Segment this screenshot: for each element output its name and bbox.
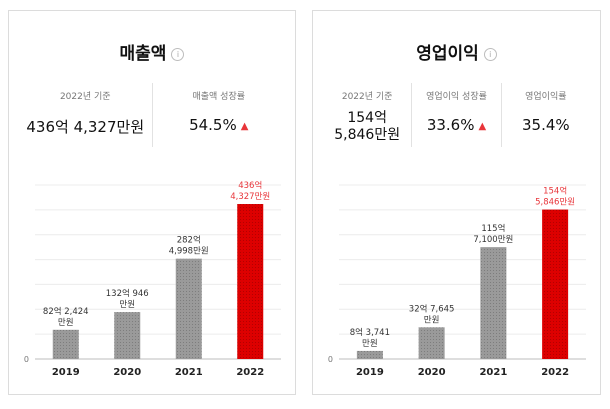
x-tick-label: 2019 — [356, 367, 384, 378]
y-tick-label: 0 — [24, 355, 29, 364]
stats-row: 2022년 기준 154억 5,846만원 영업이익 성장률 33.6% ▲ 영업… — [323, 83, 590, 147]
data-label: 만원 — [119, 300, 135, 310]
revenue-card: 매출액 i 2022년 기준 436억 4,327만원 매출액 성장률 54.5%… — [8, 10, 296, 395]
data-label: 132억 946 — [106, 288, 149, 299]
data-label: 5,846만원 — [535, 198, 575, 208]
data-label: 만원 — [424, 315, 440, 325]
data-label: 만원 — [58, 318, 74, 328]
x-tick-label: 2021 — [479, 367, 507, 378]
stat-label: 2022년 기준 — [59, 92, 111, 102]
stat-growth-rate: 매출액 성장률 54.5% ▲ — [151, 83, 286, 147]
arrow-up-icon: ▲ — [240, 121, 249, 132]
info-icon[interactable]: i — [171, 48, 185, 61]
x-tick-label: 2020 — [418, 367, 446, 378]
stat-label: 매출액 성장률 — [192, 92, 246, 102]
stat-value: 35.4% — [521, 116, 570, 134]
stat-value: 154억 5,846만원 — [323, 110, 411, 144]
y-tick-label: 0 — [328, 355, 333, 364]
bar-2019 — [52, 329, 79, 359]
card-title-text: 매출액 — [119, 44, 167, 64]
card-title: 매출액 i — [9, 39, 295, 64]
stat-margin: 영업이익률 35.4% — [500, 83, 590, 147]
operating-profit-card: 영업이익 i 2022년 기준 154억 5,846만원 영업이익 성장률 33.… — [312, 10, 601, 395]
bar-2019 — [356, 350, 383, 359]
data-label: 4,998만원 — [169, 247, 209, 257]
arrow-up-icon: ▲ — [478, 121, 487, 132]
data-label: 115억 — [481, 223, 505, 234]
data-label: 8억 3,741 — [350, 327, 390, 338]
bar-2020 — [114, 312, 141, 359]
bar-2020 — [418, 327, 445, 359]
data-label: 436억 — [238, 180, 262, 191]
stats-row: 2022년 기준 436억 4,327만원 매출액 성장률 54.5% ▲ — [19, 83, 285, 147]
x-tick-label: 2019 — [52, 367, 80, 378]
bar-2021 — [480, 247, 507, 359]
x-tick-label: 2021 — [175, 367, 203, 378]
data-label: 4,327만원 — [230, 192, 270, 202]
revenue-bar-chart: 0 82억 2,424 만원 2019 132억 946 만원 2020 282억 4,998만… — [9, 171, 295, 386]
bar-2022 — [542, 209, 569, 359]
stat-value-wrap: 33.6% ▲ — [412, 116, 500, 134]
stat-label: 2022년 기준 — [341, 92, 393, 102]
stat-label: 영업이익 성장률 — [426, 92, 487, 102]
stat-value-line: 154억 — [347, 110, 387, 126]
data-label: 82억 2,424 — [43, 306, 89, 317]
card-title: 영업이익 i — [313, 39, 600, 64]
stat-value-wrap: 54.5% ▲ — [153, 116, 286, 134]
stat-base-year: 2022년 기준 436억 4,327만원 — [19, 83, 152, 147]
stat-value: 436억 4,327만원 — [26, 118, 145, 136]
x-tick-label: 2022 — [541, 367, 569, 378]
stat-base-year: 2022년 기준 154억 5,846만원 — [323, 83, 411, 147]
data-label: 282억 — [177, 235, 201, 246]
card-title-text: 영업이익 — [416, 44, 479, 64]
stat-value: 33.6% — [426, 116, 475, 134]
data-label: 만원 — [362, 339, 378, 349]
x-tick-label: 2020 — [113, 367, 141, 378]
x-tick-label: 2022 — [236, 367, 264, 378]
bar-2021 — [175, 258, 202, 359]
stat-label: 영업이익률 — [525, 92, 567, 102]
operating-profit-bar-chart: 0 8억 3,741 만원 2019 32억 7,645 만원 2020 115억 7,100만… — [313, 171, 600, 386]
data-label: 7,100만원 — [473, 235, 513, 245]
stat-value-line: 5,846만원 — [334, 127, 401, 143]
data-label: 32억 7,645 — [409, 303, 455, 314]
bar-2022 — [237, 204, 264, 359]
info-icon[interactable]: i — [483, 48, 497, 61]
data-label: 154억 — [543, 186, 567, 197]
stat-growth-rate: 영업이익 성장률 33.6% ▲ — [411, 83, 500, 147]
stat-value: 54.5% — [189, 116, 237, 134]
